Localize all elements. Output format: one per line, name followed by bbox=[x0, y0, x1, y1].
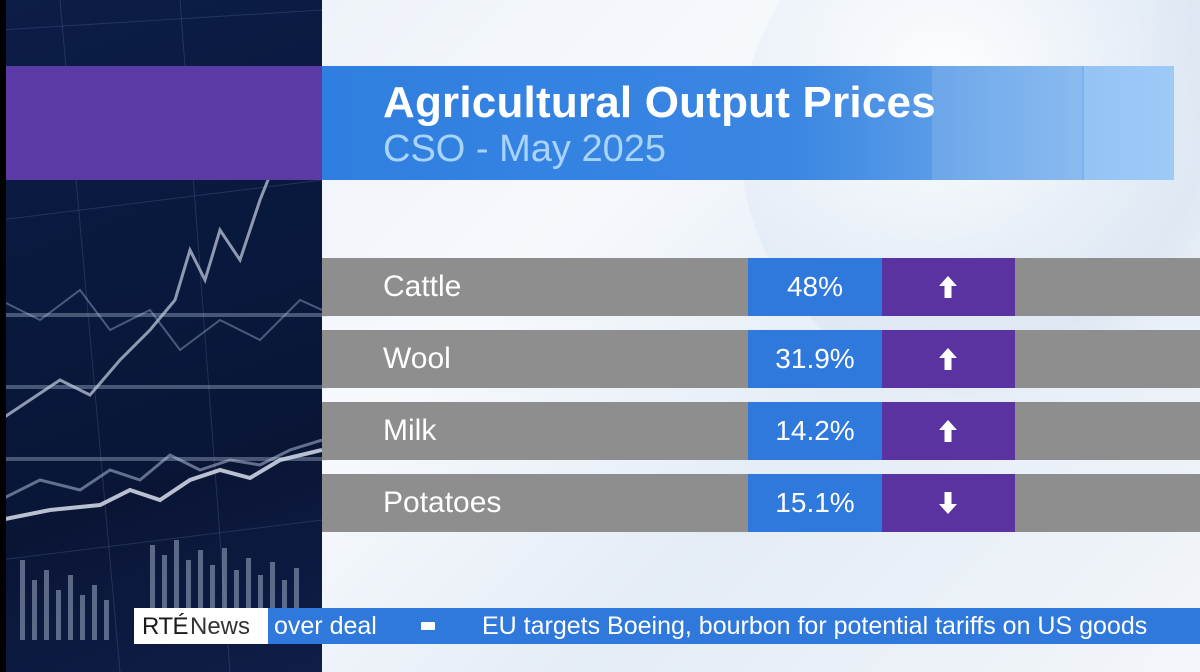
price-change-value: 15.1% bbox=[775, 487, 855, 518]
arrow-down-icon bbox=[939, 492, 957, 514]
trend-cell bbox=[882, 474, 1015, 532]
ticker-headline: EU targets Boeing, bourbon for potential… bbox=[482, 612, 1148, 640]
trend-cell bbox=[882, 402, 1015, 460]
price-change-value: 48% bbox=[786, 271, 844, 302]
news-ticker: over deal EU targets Boeing, bourbon for… bbox=[134, 608, 1200, 644]
row-tail bbox=[1015, 330, 1200, 388]
divider-line bbox=[6, 457, 326, 461]
ticker-headline-partial: over deal bbox=[274, 612, 377, 640]
price-change-cell: 31.9% bbox=[748, 330, 882, 388]
price-change-value: 31.9% bbox=[775, 343, 855, 374]
price-change-value: 14.2% bbox=[775, 415, 855, 446]
commodity-name: Milk bbox=[383, 414, 437, 447]
commodity-name: Potatoes bbox=[383, 486, 502, 519]
trend-cell bbox=[882, 258, 1015, 316]
logo-word: News bbox=[190, 613, 251, 640]
title-band-stripe bbox=[932, 66, 1082, 180]
arrow-up-icon bbox=[939, 420, 957, 442]
row-tail bbox=[1015, 402, 1200, 460]
commodity-name-cell: Cattle bbox=[322, 258, 748, 316]
commodity-name-cell: Wool bbox=[322, 330, 748, 388]
logo-brand: RTÉ bbox=[142, 613, 189, 640]
divider-line bbox=[6, 385, 326, 389]
commodity-name: Cattle bbox=[383, 270, 462, 303]
row-tail bbox=[1015, 258, 1200, 316]
title-band-stripe bbox=[1084, 66, 1174, 180]
arrow-up-icon bbox=[939, 276, 957, 298]
trend-cell bbox=[882, 330, 1015, 388]
commodity-name-cell: Milk bbox=[322, 402, 748, 460]
commodity-name: Wool bbox=[383, 342, 451, 375]
rte-news-logo: RTÉ News bbox=[134, 608, 268, 644]
graphic-subtitle: CSO - May 2025 bbox=[383, 128, 666, 170]
price-change-cell: 14.2% bbox=[748, 402, 882, 460]
price-change-cell: 15.1% bbox=[748, 474, 882, 532]
arrow-up-icon bbox=[939, 348, 957, 370]
title-band-accent bbox=[6, 66, 324, 180]
commodity-name-cell: Potatoes bbox=[322, 474, 748, 532]
title-band bbox=[322, 66, 1174, 180]
divider-line bbox=[6, 313, 326, 317]
graphic-title: Agricultural Output Prices bbox=[383, 78, 936, 127]
price-change-cell: 48% bbox=[748, 258, 882, 316]
ticker-separator bbox=[421, 622, 435, 630]
frame-edge bbox=[0, 0, 6, 672]
row-tail bbox=[1015, 474, 1200, 532]
